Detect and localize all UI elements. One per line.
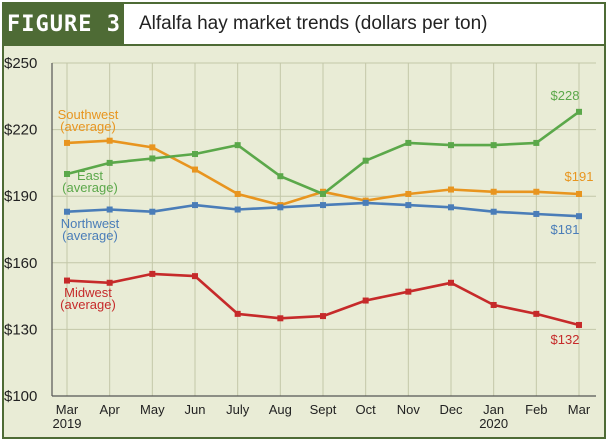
x-tick-label: Apr <box>100 402 121 417</box>
x-tick-label: Dec <box>439 402 463 417</box>
data-point <box>362 199 369 206</box>
y-tick-label: $220 <box>4 122 37 139</box>
y-tick-label: $130 <box>4 321 37 338</box>
plot-background <box>4 46 604 437</box>
data-point <box>106 137 113 144</box>
figure-frame: FIGURE 3 Alfalfa hay market trends (doll… <box>2 2 606 439</box>
y-tick-label: $160 <box>4 255 37 272</box>
data-point <box>533 210 540 217</box>
figure-header: FIGURE 3 Alfalfa hay market trends (doll… <box>4 4 604 46</box>
data-point <box>277 173 284 180</box>
data-point <box>405 288 412 295</box>
data-point <box>448 279 454 286</box>
data-point <box>64 139 70 146</box>
data-point <box>576 213 582 220</box>
data-point <box>533 139 540 146</box>
data-point <box>320 313 326 320</box>
series-label: Southwest <box>58 107 119 122</box>
x-tick-label: Aug <box>269 402 292 417</box>
x-tick-label: Mar <box>568 402 591 417</box>
data-point <box>149 155 156 162</box>
data-point <box>64 277 70 284</box>
data-point <box>234 190 241 197</box>
series-label: (average) <box>60 297 116 312</box>
data-point <box>277 315 284 322</box>
data-point <box>533 310 540 317</box>
data-point <box>149 208 156 215</box>
data-point <box>405 202 412 209</box>
x-tick-label: Oct <box>356 402 377 417</box>
data-point <box>149 144 156 151</box>
data-point <box>192 166 198 173</box>
data-point <box>490 301 497 308</box>
x-tick-label: July <box>226 402 250 417</box>
data-point <box>320 202 326 209</box>
data-point <box>448 204 454 211</box>
end-value-label: $181 <box>551 222 580 237</box>
y-tick-label: $190 <box>4 188 37 205</box>
y-tick-label: $100 <box>4 388 37 405</box>
data-point <box>64 208 70 215</box>
end-value-label: $228 <box>551 88 580 103</box>
data-point <box>576 190 582 197</box>
data-point <box>320 190 326 197</box>
end-value-label: $191 <box>565 169 594 184</box>
data-point <box>106 206 113 213</box>
series-label: (average) <box>62 180 118 195</box>
data-point <box>448 142 454 149</box>
data-point <box>192 273 198 280</box>
data-point <box>234 310 241 317</box>
x-tick-label: Feb <box>525 402 547 417</box>
end-value-label: $132 <box>551 332 580 347</box>
x-tick-label: Mar <box>56 402 79 417</box>
data-point <box>533 188 540 195</box>
data-point <box>576 321 582 328</box>
data-point <box>490 142 497 149</box>
series-label: Northwest <box>61 216 120 231</box>
data-point <box>362 297 369 304</box>
x-year-label: 2019 <box>53 416 82 431</box>
series-label: (average) <box>60 119 116 134</box>
data-point <box>405 190 412 197</box>
data-point <box>234 142 241 149</box>
figure-number: FIGURE 3 <box>4 4 124 44</box>
figure-title: Alfalfa hay market trends (dollars per t… <box>139 13 488 34</box>
data-point <box>490 188 497 195</box>
data-point <box>448 186 454 193</box>
data-point <box>362 157 369 164</box>
x-tick-label: Nov <box>397 402 421 417</box>
data-point <box>149 270 156 277</box>
data-point <box>64 171 70 177</box>
x-tick-label: Sept <box>310 402 337 417</box>
data-point <box>192 202 198 209</box>
data-point <box>192 151 198 158</box>
x-year-label: 2020 <box>479 416 508 431</box>
x-tick-label: May <box>140 402 165 417</box>
data-point <box>106 159 113 166</box>
data-point <box>490 208 497 215</box>
data-point <box>405 139 412 146</box>
series-label: (average) <box>62 228 118 243</box>
y-tick-label: $250 <box>4 55 37 72</box>
x-tick-label: Jun <box>185 402 206 417</box>
data-point <box>234 206 241 213</box>
series-label: Midwest <box>64 285 112 300</box>
data-point <box>106 279 113 286</box>
x-tick-label: Jan <box>483 402 504 417</box>
series-label: East <box>77 168 103 183</box>
data-point <box>576 108 582 115</box>
data-point <box>277 204 284 211</box>
